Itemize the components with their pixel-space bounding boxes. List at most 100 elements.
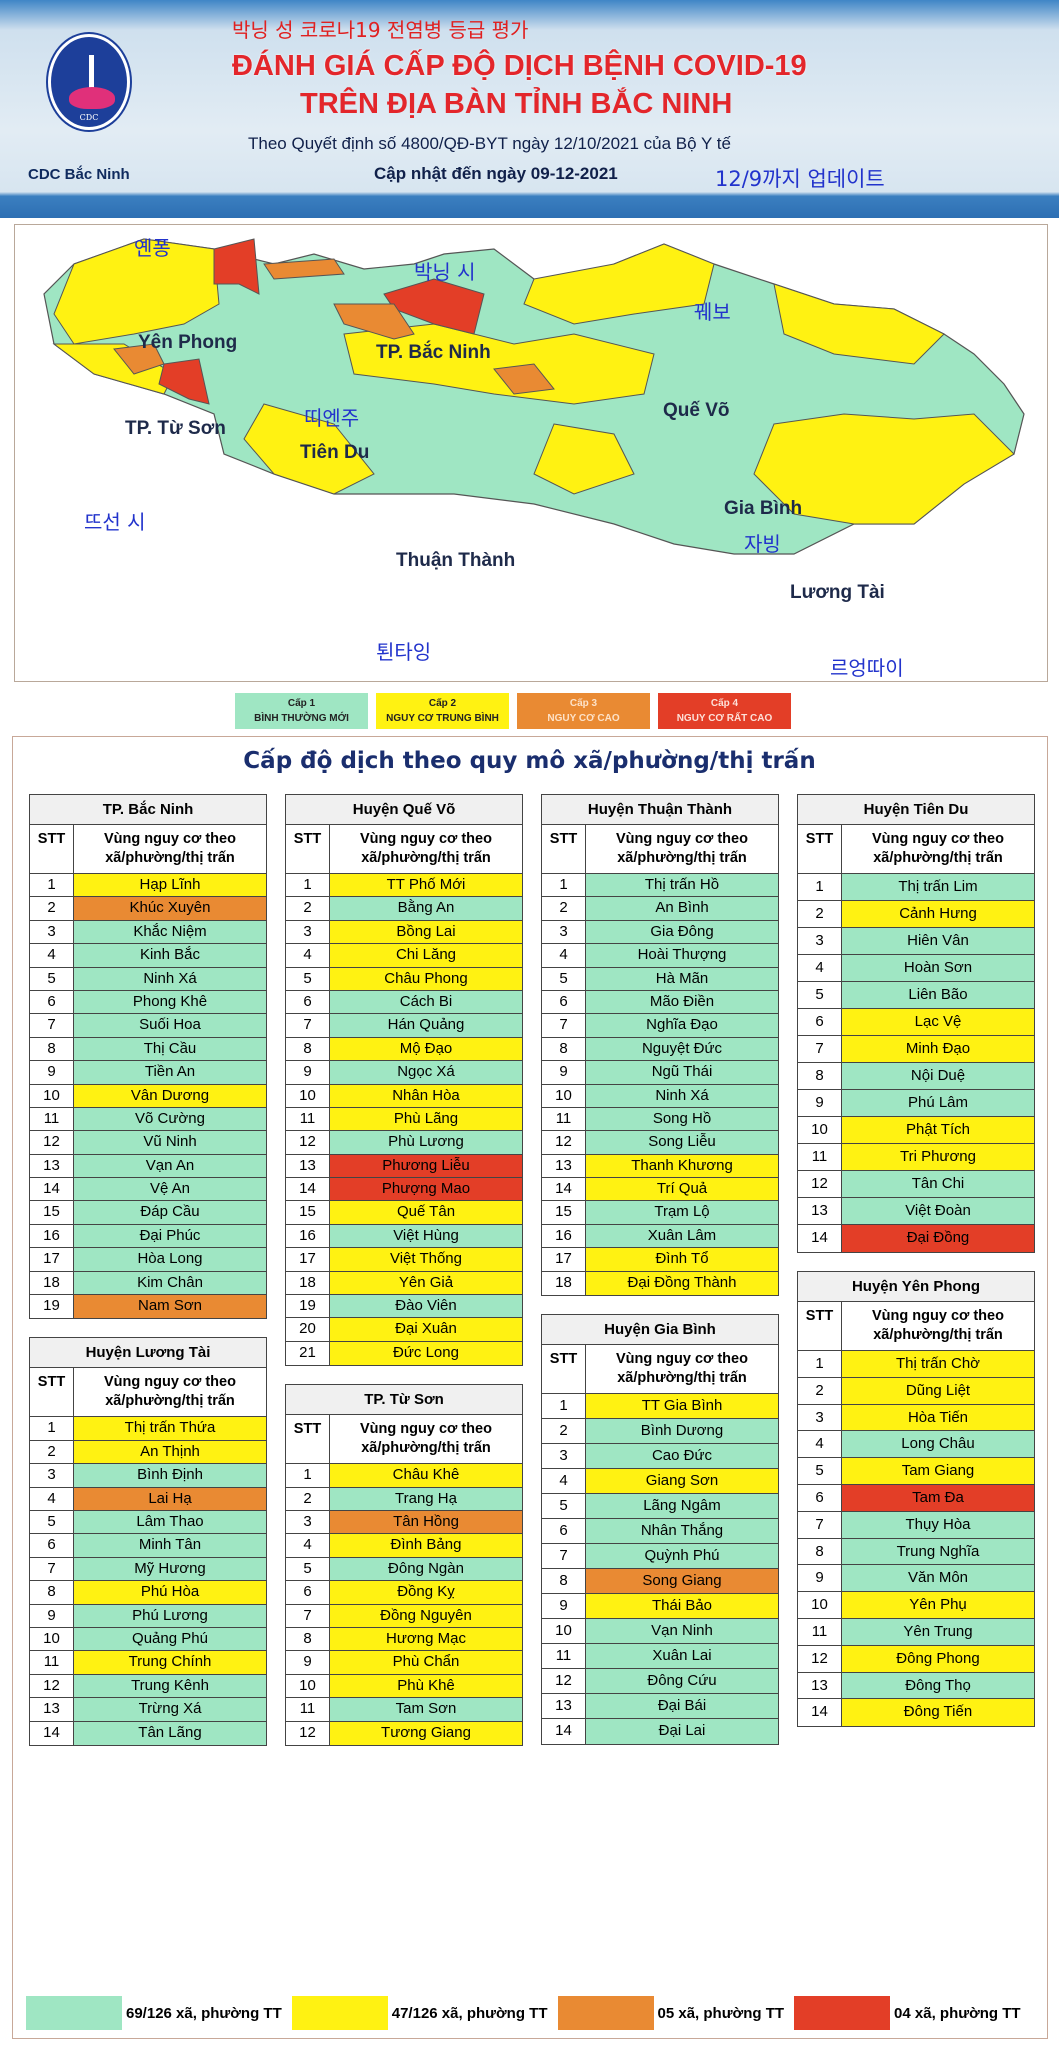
map-region-orange xyxy=(333,303,415,340)
commune-name: Đông Cứu xyxy=(586,1669,778,1694)
commune-name: Đại Đồng Thành xyxy=(586,1271,778,1296)
commune-name: Vạn Ninh xyxy=(586,1619,778,1644)
table-row: 9 Thái Bảo xyxy=(542,1594,778,1620)
commune-name: Phong Khê xyxy=(74,990,266,1014)
table-row: 10 Phù Khê xyxy=(286,1674,522,1699)
table-row: 3 Bồng Lai xyxy=(286,920,522,945)
table-row: 13 Phương Liễu xyxy=(286,1154,522,1179)
commune-name: Hoàn Sơn xyxy=(842,955,1034,981)
logo-text: CDC xyxy=(79,113,99,122)
map-region-red xyxy=(158,358,210,405)
commune-name: Trung Kênh xyxy=(74,1674,266,1698)
district-name: TP. Bắc Ninh xyxy=(30,795,266,825)
row-number: 16 xyxy=(542,1224,586,1248)
row-number: 11 xyxy=(542,1107,586,1131)
table-row: 12 Phù Lương xyxy=(286,1131,522,1155)
table-row: 7 Quỳnh Phú xyxy=(542,1544,778,1570)
table-column-1: TP. Bắc Ninh STT Vùng nguy cơ theo xã/phườn… xyxy=(29,794,267,1764)
table-row: 9 Ngọc Xá xyxy=(286,1061,522,1085)
row-number: 13 xyxy=(798,1198,842,1224)
row-number: 1 xyxy=(286,874,330,897)
map-region-orange xyxy=(113,343,165,375)
table-row: 14 Trí Quả xyxy=(542,1178,778,1202)
district-name: Huyện Gia Bình xyxy=(542,1315,778,1346)
row-number: 11 xyxy=(286,1107,330,1131)
row-number: 11 xyxy=(30,1107,74,1131)
commune-name: Ngọc Xá xyxy=(330,1061,522,1084)
table-row: 13 Vạn An xyxy=(30,1154,266,1179)
commune-name: Trừng Xá xyxy=(74,1698,266,1721)
commune-name: Hoài Thượng xyxy=(586,944,778,967)
row-number: 15 xyxy=(286,1201,330,1224)
commune-name: Thụy Hòa xyxy=(842,1511,1034,1538)
table-row: 7 Suối Hoa xyxy=(30,1014,266,1038)
row-number: 3 xyxy=(30,1464,74,1487)
area-header-line2: xã/phường/thị trấn xyxy=(873,850,1003,866)
commune-name: Nhân Thắng xyxy=(586,1519,778,1544)
stt-header: STT xyxy=(286,825,330,873)
table-row: 5 Hà Mãn xyxy=(542,967,778,991)
subtitle: Theo Quyết định số 4800/QĐ-BYT ngày 12/1… xyxy=(248,134,731,153)
row-number: 5 xyxy=(798,1458,842,1484)
table-row: 15 Quế Tân xyxy=(286,1201,522,1225)
commune-name: Trí Quả xyxy=(586,1178,778,1201)
table-row: 5 Lâm Thao xyxy=(30,1510,266,1535)
row-number: 8 xyxy=(798,1538,842,1565)
area-header: Vùng nguy cơ theo xã/phường/thị trấn xyxy=(586,1345,778,1393)
commune-name: Nhân Hòa xyxy=(330,1084,522,1107)
map-region-yellow xyxy=(773,283,945,365)
commune-name: Cách Bi xyxy=(330,990,522,1014)
row-number: 4 xyxy=(286,1534,330,1557)
row-number: 9 xyxy=(286,1651,330,1674)
table-row: 9 Phù Chẩn xyxy=(286,1651,522,1675)
commune-name: An Bình xyxy=(586,897,778,920)
row-number: 13 xyxy=(798,1672,842,1699)
table-row: 14 Đại Đồng xyxy=(798,1225,1034,1252)
table-header: STT Vùng nguy cơ theo xã/phường/thị trấn xyxy=(542,825,778,874)
row-number: 17 xyxy=(542,1248,586,1271)
row-number: 17 xyxy=(30,1248,74,1271)
area-header-line1: Vùng nguy cơ theo xyxy=(360,1421,492,1438)
table-row: 4 Hoài Thượng xyxy=(542,944,778,968)
commune-name: Tân Lãng xyxy=(74,1721,266,1745)
table-row: 11 Tam Sơn xyxy=(286,1698,522,1722)
district-name: Huyện Quế Võ xyxy=(286,795,522,825)
table-row: 3 Hiên Vân xyxy=(798,928,1034,955)
row-number: 9 xyxy=(542,1061,586,1084)
row-number: 13 xyxy=(286,1154,330,1178)
commune-name: Liên Bão xyxy=(842,982,1034,1008)
row-number: 14 xyxy=(542,1178,586,1201)
row-number: 12 xyxy=(286,1131,330,1154)
table-header: STT Vùng nguy cơ theo xã/phường/thị trấn xyxy=(798,1302,1034,1351)
map-label-thuan-thanh: Thuận Thành xyxy=(396,550,516,571)
area-header-line2: xã/phường/thị trấn xyxy=(617,1370,747,1387)
row-number: 4 xyxy=(798,955,842,981)
row-number: 13 xyxy=(30,1698,74,1721)
area-header-line2: xã/phường/thị trấn xyxy=(617,850,747,866)
commune-name: Ninh Xá xyxy=(586,1084,778,1107)
table-row: 5 Ninh Xá xyxy=(30,967,266,991)
row-number: 7 xyxy=(286,1604,330,1627)
table-row: 7 Thụy Hòa xyxy=(798,1511,1034,1539)
table-header: STT Vùng nguy cơ theo xã/phường/thị trấn xyxy=(30,1368,266,1418)
commune-name: Tam Đa xyxy=(842,1484,1034,1511)
commune-name: Hạp Lĩnh xyxy=(74,874,266,897)
table-row: 2 An Bình xyxy=(542,897,778,921)
table-row: 1 Thị trấn Thứa xyxy=(30,1417,266,1441)
table-row: 15 Trạm Lộ xyxy=(542,1201,778,1225)
row-number: 9 xyxy=(286,1061,330,1084)
row-number: 3 xyxy=(286,1510,330,1534)
commune-name: Châu Khê xyxy=(330,1464,522,1487)
commune-name: Phù Khê xyxy=(330,1674,522,1698)
row-number: 17 xyxy=(286,1248,330,1271)
table-header: STT Vùng nguy cơ theo xã/phường/thị trấn xyxy=(286,1415,522,1465)
table-row: 3 Gia Đông xyxy=(542,920,778,945)
area-header-line1: Vùng nguy cơ theo xyxy=(872,1308,1004,1324)
table-row: 6 Nhân Thắng xyxy=(542,1519,778,1545)
commune-name: Đại Lai xyxy=(586,1719,778,1745)
table-row: 10 Vân Dương xyxy=(30,1084,266,1108)
row-number: 3 xyxy=(542,920,586,944)
commune-name: Lâm Thao xyxy=(74,1510,266,1534)
commune-name: Tri Phương xyxy=(842,1144,1034,1170)
map-region-yellow xyxy=(243,403,375,495)
